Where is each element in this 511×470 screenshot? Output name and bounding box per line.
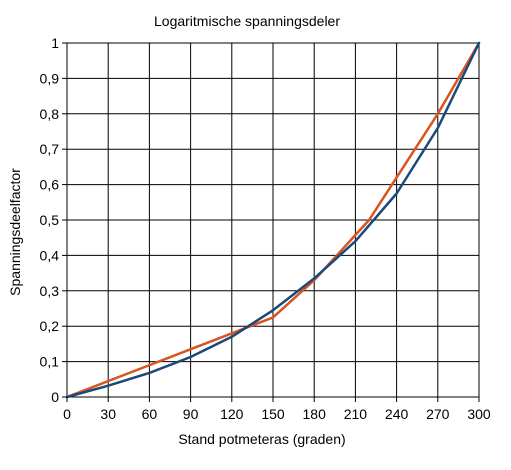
x-axis-ticks: 0 30 60 90 120 150 180 210 240 270 300 (63, 397, 491, 422)
y-tick-label: 0,9 (40, 70, 60, 86)
x-tick-label: 60 (142, 406, 158, 422)
x-tick-label: 300 (467, 406, 491, 422)
series-layer (65, 41, 481, 399)
x-axis-label: Stand potmeteras (graden) (178, 431, 345, 447)
x-tick-label: 270 (426, 406, 450, 422)
x-tick-label: 240 (385, 406, 409, 422)
y-axis-ticks: 0 0,1 0,2 0,3 0,4 0,5 0,6 0,7 0,8 0,9 1 (40, 35, 67, 405)
series-line-2 (65, 41, 481, 399)
chart-title: Logaritmische spanningsdeler (154, 13, 340, 29)
x-tick-label: 180 (303, 406, 327, 422)
series-line-1 (65, 41, 481, 399)
y-tick-label: 1 (51, 35, 59, 51)
x-tick-label: 0 (63, 406, 71, 422)
x-tick-label: 90 (183, 406, 199, 422)
x-tick-label: 210 (344, 406, 368, 422)
y-tick-label: 0 (51, 389, 59, 405)
x-tick-label: 30 (100, 406, 116, 422)
y-tick-label: 0,5 (40, 212, 60, 228)
x-tick-label: 150 (261, 406, 285, 422)
y-tick-label: 0,4 (40, 247, 60, 263)
grid (66, 42, 480, 398)
y-tick-label: 0,7 (40, 141, 60, 157)
y-tick-label: 0,2 (40, 318, 60, 334)
x-tick-label: 120 (220, 406, 244, 422)
y-tick-label: 0,1 (40, 354, 60, 370)
y-tick-label: 0,8 (40, 106, 60, 122)
y-tick-label: 0,6 (40, 177, 60, 193)
y-tick-label: 0,3 (40, 283, 60, 299)
y-axis-label: Spanningsdeelfactor (7, 168, 23, 296)
